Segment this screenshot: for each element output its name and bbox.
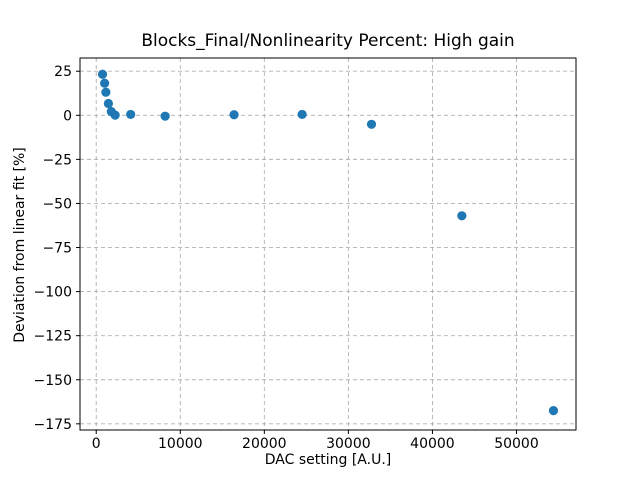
y-tick-label: −75: [42, 241, 72, 257]
y-tick-label: 25: [54, 64, 72, 80]
y-tick-label: 0: [63, 108, 72, 124]
scatter-point: [160, 111, 170, 121]
x-tick-label: 40000: [410, 436, 455, 452]
y-tick-label: −50: [42, 196, 72, 212]
x-tick-label: 50000: [494, 436, 539, 452]
chart-title: Blocks_Final/Nonlinearity Percent: High …: [141, 31, 515, 51]
scatter-point: [97, 69, 108, 79]
y-tick-label: −175: [34, 417, 72, 433]
x-tick-label: 20000: [242, 436, 287, 452]
y-tick-label: −100: [34, 285, 72, 301]
scatter-point: [457, 211, 467, 221]
x-tick-label: 0: [92, 436, 101, 452]
scatter-point: [548, 406, 559, 416]
scatter-point: [110, 110, 120, 120]
scatter-point: [103, 98, 114, 109]
scatter-point: [297, 109, 307, 120]
scatter-point: [100, 78, 110, 88]
x-tick-label: 30000: [326, 436, 371, 452]
plot-border: [79, 57, 577, 431]
scatter-point: [101, 87, 111, 97]
scatter-point: [126, 109, 136, 120]
scatter-point: [366, 119, 377, 129]
y-tick-label: −125: [34, 329, 72, 345]
scatter-point: [229, 110, 239, 120]
x-axis-label: DAC setting [A.U.]: [264, 452, 392, 468]
y-tick-label: −25: [42, 152, 72, 168]
y-tick-label: −150: [34, 373, 72, 389]
x-tick-label: 10000: [158, 436, 203, 452]
